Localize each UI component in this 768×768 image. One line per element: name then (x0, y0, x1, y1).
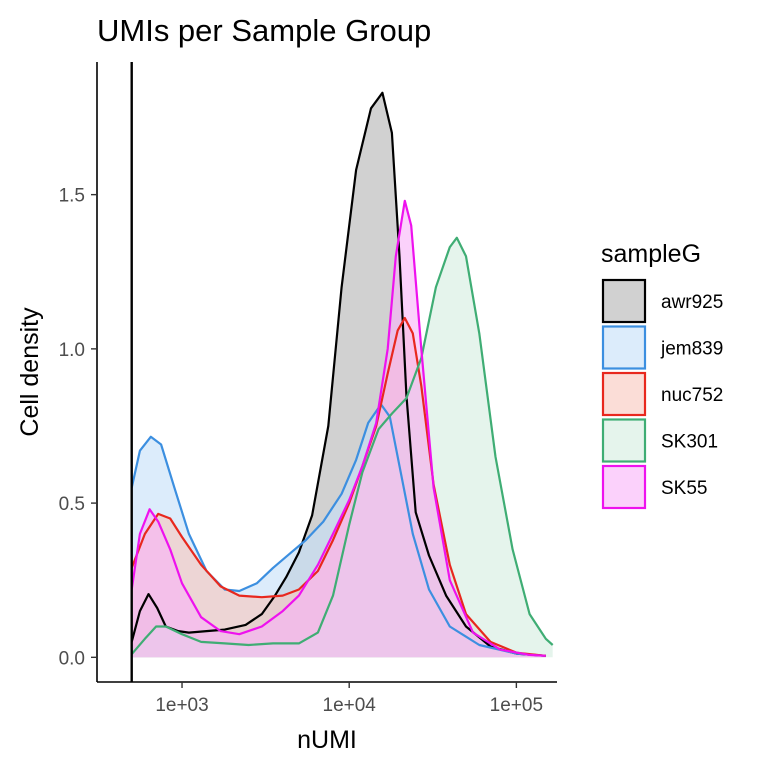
y-tick-label: 1.5 (59, 186, 85, 207)
legend-label-sk55: SK55 (661, 478, 707, 499)
density-line-sk55 (130, 199, 546, 657)
plot-fills (131, 92, 553, 658)
density-line-jem839 (130, 403, 546, 657)
x-tick-label: 1e+04 (323, 695, 377, 716)
y-ticks: 0.0 0.5 1.0 1.5 (59, 186, 97, 669)
legend-label-nuc752: nuc752 (661, 385, 723, 406)
legend: sampleG awr925 jem839 nuc752 SK301 SK55 (601, 240, 723, 510)
density-line-nuc752 (130, 316, 546, 657)
x-axis-label: nUMI (297, 726, 357, 754)
y-tick-label: 0.0 (59, 648, 85, 669)
legend-key-awr925 (601, 278, 647, 324)
legend-label-sk301: SK301 (661, 432, 718, 453)
x-ticks: 1e+03 1e+04 1e+05 (155, 682, 543, 716)
density-area-awr925 (131, 92, 546, 658)
legend-items: awr925 jem839 nuc752 SK301 SK55 (601, 278, 723, 510)
legend-title: sampleG (601, 240, 701, 268)
x-tick-label: 1e+05 (490, 695, 543, 716)
legend-key-nuc752 (601, 371, 647, 417)
density-line-sk301 (130, 236, 554, 655)
legend-label-jem839: jem839 (660, 339, 723, 360)
y-tick-label: 0.5 (59, 494, 85, 515)
y-tick-label: 1.0 (59, 340, 85, 361)
chart-title: UMIs per Sample Group (97, 13, 431, 48)
legend-key-sk55 (601, 464, 647, 510)
y-axis-label: Cell density (16, 307, 44, 437)
x-tick-label: 1e+03 (155, 695, 208, 716)
legend-label-awr925: awr925 (661, 292, 723, 313)
legend-key-jem839 (601, 325, 647, 370)
legend-key-sk301 (601, 418, 647, 463)
plot-lines (130, 91, 554, 657)
